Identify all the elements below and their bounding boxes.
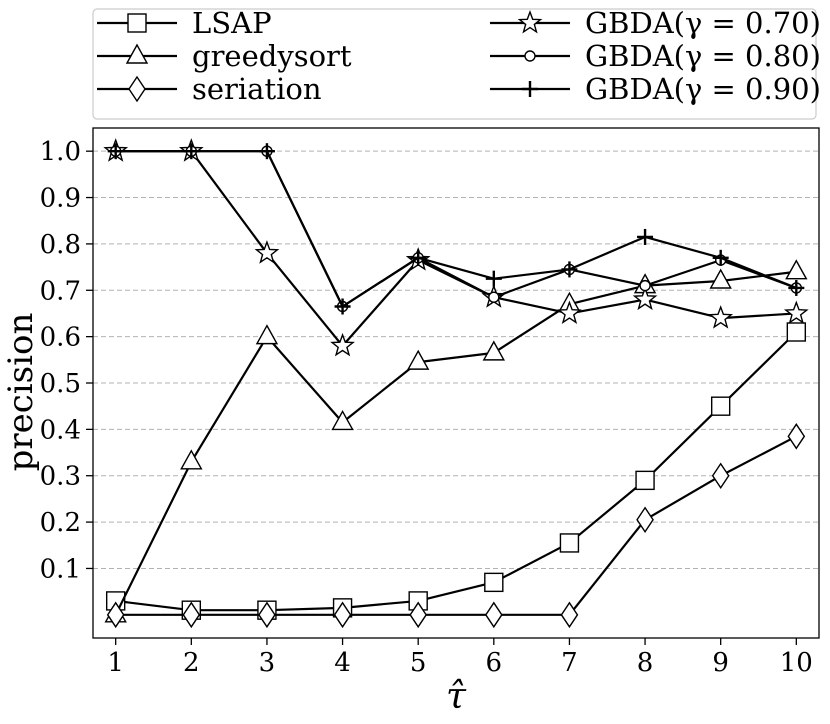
- series-2-point: [709, 268, 732, 289]
- series-1-point: [786, 322, 807, 342]
- y-tick-label: 0.4: [40, 415, 81, 445]
- legend-marker: [524, 50, 536, 62]
- series-2-point: [331, 409, 354, 431]
- legend-marker: [125, 43, 149, 64]
- y-axis-label: precision: [1, 313, 41, 472]
- x-tick-label: 4: [334, 648, 351, 678]
- legend-entry-6: GBDA(γ = 0.90): [490, 72, 821, 106]
- series-6-point: [637, 228, 654, 245]
- series-1-point: [710, 396, 731, 416]
- series-4-point: [632, 286, 658, 311]
- series-3-point: [787, 423, 806, 450]
- x-tick-label: 3: [259, 648, 276, 678]
- legend-entry-1: LSAP: [97, 6, 272, 40]
- series-3: [106, 423, 806, 629]
- x-tick-label: 1: [107, 648, 124, 678]
- legend-marker: [517, 9, 543, 34]
- series-6: [107, 143, 805, 315]
- series-4-point: [557, 300, 582, 324]
- series-6-point: [334, 298, 351, 315]
- x-axis-label: τ̂: [446, 676, 467, 717]
- series-6-line: [115, 150, 797, 308]
- series-3-point: [258, 601, 276, 629]
- series-4-point: [708, 305, 734, 329]
- y-tick-label: 1.0: [40, 137, 81, 167]
- series-3-point: [106, 601, 125, 629]
- x-tick-label: 5: [410, 648, 427, 678]
- legend-label: greedysort: [192, 39, 352, 73]
- x-tick-label: 7: [561, 648, 578, 678]
- series-1: [105, 322, 807, 620]
- x-tick-label: 10: [780, 648, 813, 678]
- series-6-point: [712, 249, 729, 266]
- y-tick-label: 0.9: [40, 184, 81, 214]
- series-3-line: [115, 435, 797, 616]
- series-1-point: [484, 572, 504, 593]
- legend-label: GBDA(γ = 0.80): [585, 39, 821, 73]
- series-6-point: [107, 143, 124, 160]
- legend-frame: [92, 8, 817, 120]
- series-1-point: [635, 470, 655, 491]
- series-1-point: [559, 533, 580, 553]
- series-2-point: [180, 449, 203, 470]
- y-tick-label: 0.7: [40, 276, 81, 306]
- series-3-point: [711, 462, 730, 489]
- series-2-point: [785, 259, 808, 280]
- series-6-point: [485, 270, 502, 287]
- legend-label: seriation: [192, 72, 322, 106]
- legend-label: GBDA(γ = 0.70): [585, 6, 821, 40]
- legend-label: LSAP: [192, 6, 272, 40]
- series-6-point: [410, 249, 427, 266]
- series-2-point: [255, 324, 279, 345]
- series-4-line: [115, 150, 797, 348]
- series-2-line: [114, 270, 797, 616]
- series-1-line: [115, 331, 798, 612]
- y-tick-label: 0.5: [40, 369, 81, 399]
- y-tick-label: 0.8: [40, 230, 81, 260]
- series-3-point: [333, 601, 352, 629]
- x-tick-label: 8: [637, 648, 654, 678]
- legend-entry-4: GBDA(γ = 0.70): [490, 6, 821, 40]
- series-5-point: [488, 291, 500, 303]
- y-tick-label: 0.1: [40, 554, 81, 584]
- grid-lines: [93, 150, 819, 569]
- y-tick-label: 0.3: [40, 462, 81, 492]
- legend-entry-2: greedysort: [97, 39, 352, 73]
- legend-entry-5: GBDA(γ = 0.80): [490, 39, 821, 73]
- series-2: [104, 259, 808, 623]
- series-3-point: [636, 506, 654, 534]
- series-layer: [103, 138, 809, 629]
- x-tick-label: 6: [486, 648, 503, 678]
- series-2-point: [406, 349, 430, 370]
- series-4-point: [254, 240, 280, 264]
- legend-label: GBDA(γ = 0.90): [585, 72, 821, 106]
- series-6-point: [788, 279, 805, 296]
- axis-ticks: 0.1 0.2 0.3 0.4 0.5 0.6 0.7 0.8 0.9 1.0 1 2 3 4 5 6 7 8 9 1…: [40, 137, 813, 678]
- series-6-point: [183, 143, 200, 160]
- series-6-point: [561, 261, 578, 278]
- series-3-point: [560, 601, 579, 629]
- series-3-point: [182, 601, 201, 629]
- series-4-point: [330, 332, 355, 357]
- y-tick-label: 0.6: [40, 323, 81, 353]
- series-2-point: [482, 340, 506, 361]
- series-4-point: [783, 300, 809, 324]
- series-3-point: [409, 601, 428, 629]
- series-3-point: [484, 601, 503, 629]
- series-5-point: [639, 279, 651, 292]
- series-6-point: [258, 143, 275, 160]
- legend-marker: [522, 81, 538, 97]
- x-tick-label: 9: [712, 648, 729, 678]
- legend-marker: [128, 75, 146, 103]
- y-tick-label: 0.2: [40, 508, 81, 538]
- legend-entry-3: seriation: [97, 72, 322, 106]
- series-4: [103, 138, 809, 357]
- legend-marker: [127, 13, 147, 33]
- series-5: [109, 145, 803, 313]
- x-tick-label: 2: [183, 648, 200, 678]
